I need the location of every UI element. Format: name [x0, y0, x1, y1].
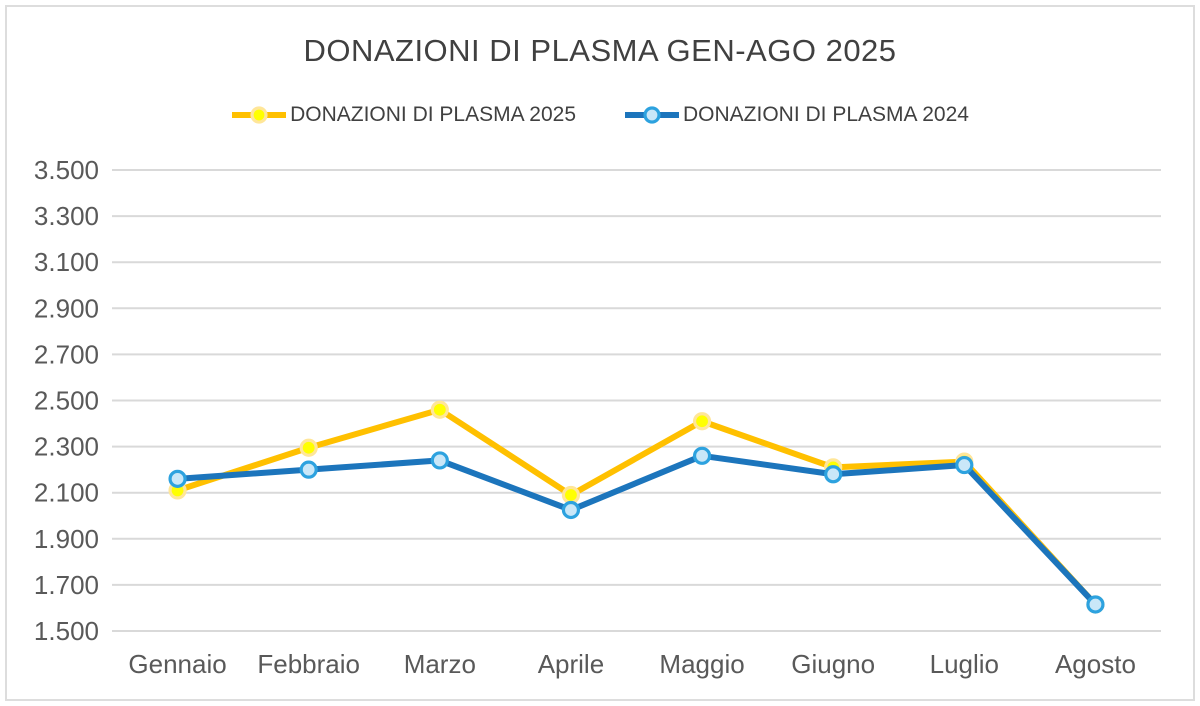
series-line-1 — [174, 452, 1099, 608]
x-axis-label: Aprile — [538, 649, 604, 679]
legend-marker-2024-icon — [625, 106, 679, 124]
legend-marker-2025-icon — [232, 106, 287, 124]
y-tick-label: 2.100 — [34, 478, 99, 508]
x-axis-label: Giugno — [791, 649, 875, 679]
data-point-marker — [824, 465, 843, 484]
data-point-marker — [168, 469, 187, 488]
y-tick-label: 3.100 — [34, 247, 99, 277]
y-tick-label: 2.700 — [34, 339, 99, 369]
data-point-marker — [692, 446, 712, 465]
data-point-marker — [561, 485, 581, 505]
x-axis-label: Marzo — [404, 649, 476, 679]
y-tick-label: 1.500 — [34, 616, 99, 646]
legend: DONAZIONI DI PLASMA 2025 DONAZIONI DI PL… — [0, 103, 1200, 127]
x-axis-label: Agosto — [1055, 649, 1136, 679]
y-tick-label: 2.500 — [34, 386, 99, 416]
data-point-marker — [430, 400, 449, 419]
data-point-marker — [692, 412, 712, 431]
x-axis-label: Luglio — [930, 649, 999, 679]
y-tick-label: 1.700 — [34, 570, 99, 600]
data-point-marker — [299, 460, 318, 479]
x-axis-label: Gennaio — [128, 649, 226, 679]
y-tick-label: 1.900 — [34, 524, 99, 554]
y-tick-label: 3.300 — [34, 201, 99, 231]
data-point-marker — [430, 451, 449, 470]
x-axis-label: Maggio — [659, 649, 744, 679]
legend-label-2024: DONAZIONI DI PLASMA 2024 — [683, 103, 969, 126]
data-point-marker — [561, 500, 581, 520]
legend-label-2025: DONAZIONI DI PLASMA 2025 — [290, 103, 576, 126]
series-line-0 — [174, 406, 1099, 608]
y-tick-label: 3.500 — [34, 155, 99, 185]
chart-title: DONAZIONI DI PLASMA GEN-AGO 2025 — [303, 33, 897, 68]
data-point-marker — [955, 455, 974, 475]
legend-entry-2024: DONAZIONI DI PLASMA 2024 — [624, 103, 969, 127]
x-axis-label: Febbraio — [257, 649, 360, 679]
y-tick-label: 2.300 — [34, 432, 99, 462]
y-tick-label: 2.900 — [34, 293, 99, 323]
data-point-marker — [1086, 595, 1105, 614]
legend-entry-2025: DONAZIONI DI PLASMA 2025 — [231, 103, 576, 127]
data-point-marker — [299, 438, 318, 457]
